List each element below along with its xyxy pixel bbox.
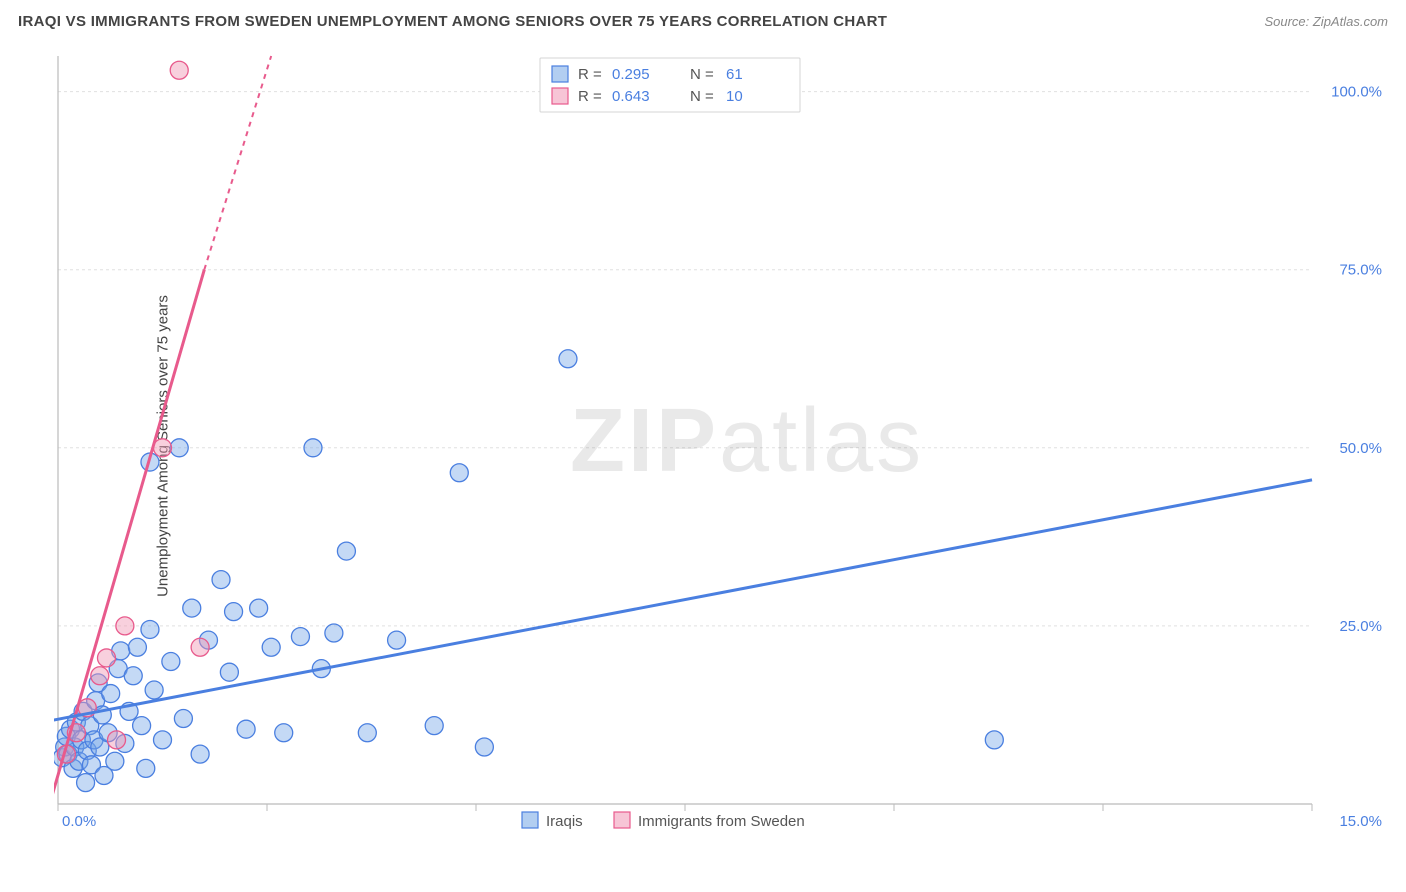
data-point [358, 724, 376, 742]
data-point [91, 667, 109, 685]
data-point [133, 717, 151, 735]
x-max-label: 15.0% [1339, 813, 1382, 830]
data-point [124, 667, 142, 685]
data-point [337, 542, 355, 560]
legend-r-label: R = [578, 88, 602, 105]
legend-r-label: R = [578, 66, 602, 83]
data-point [212, 571, 230, 589]
data-point [559, 350, 577, 368]
data-point [325, 624, 343, 642]
data-point [108, 731, 126, 749]
data-point [262, 638, 280, 656]
chart-title: IRAQI VS IMMIGRANTS FROM SWEDEN UNEMPLOY… [18, 13, 887, 30]
data-point [170, 439, 188, 457]
legend-n-blue: 61 [726, 66, 743, 83]
y-tick-label: 25.0% [1339, 618, 1382, 635]
data-point [985, 731, 1003, 749]
data-point [225, 603, 243, 621]
data-point [220, 663, 238, 681]
data-point [450, 464, 468, 482]
bottom-legend-blue: Iraqis [546, 813, 583, 830]
bottom-swatch-blue [522, 812, 538, 828]
trend-line-pink-dashed [204, 56, 271, 270]
bottom-swatch-pink [614, 812, 630, 828]
data-point [162, 653, 180, 671]
data-point [154, 731, 172, 749]
data-point [137, 759, 155, 777]
data-point [191, 745, 209, 763]
trend-line-blue [54, 480, 1312, 726]
data-point [250, 599, 268, 617]
data-point [77, 774, 95, 792]
origin-label: 0.0% [62, 813, 96, 830]
scatter-chart: 25.0% 50.0% 75.0% 100.0% 0.0% 15.0% R = 0.295 N … [54, 52, 1386, 842]
data-point [183, 599, 201, 617]
source-attribution: Source: ZipAtlas.com [1264, 14, 1388, 29]
y-tick-label: 100.0% [1331, 84, 1382, 101]
legend-r-blue: 0.295 [612, 66, 650, 83]
data-point [170, 61, 188, 79]
legend-n-pink: 10 [726, 88, 743, 105]
data-point [128, 638, 146, 656]
data-point [275, 724, 293, 742]
data-point [106, 752, 124, 770]
data-point [191, 638, 209, 656]
legend-r-pink: 0.643 [612, 88, 650, 105]
data-point [475, 738, 493, 756]
legend-swatch-pink [552, 88, 568, 104]
data-point [154, 439, 172, 457]
legend-n-label: N = [690, 66, 714, 83]
legend-swatch-blue [552, 66, 568, 82]
legend-n-label: N = [690, 88, 714, 105]
data-point [304, 439, 322, 457]
data-point [425, 717, 443, 735]
data-point [141, 620, 159, 638]
data-point [145, 681, 163, 699]
data-point [116, 617, 134, 635]
data-point [174, 710, 192, 728]
y-tick-label: 75.0% [1339, 262, 1382, 279]
y-tick-label: 50.0% [1339, 440, 1382, 457]
data-point [102, 685, 120, 703]
data-point [291, 628, 309, 646]
bottom-legend-pink: Immigrants from Sweden [638, 813, 805, 830]
data-point [97, 649, 115, 667]
data-point [237, 720, 255, 738]
data-point [388, 631, 406, 649]
